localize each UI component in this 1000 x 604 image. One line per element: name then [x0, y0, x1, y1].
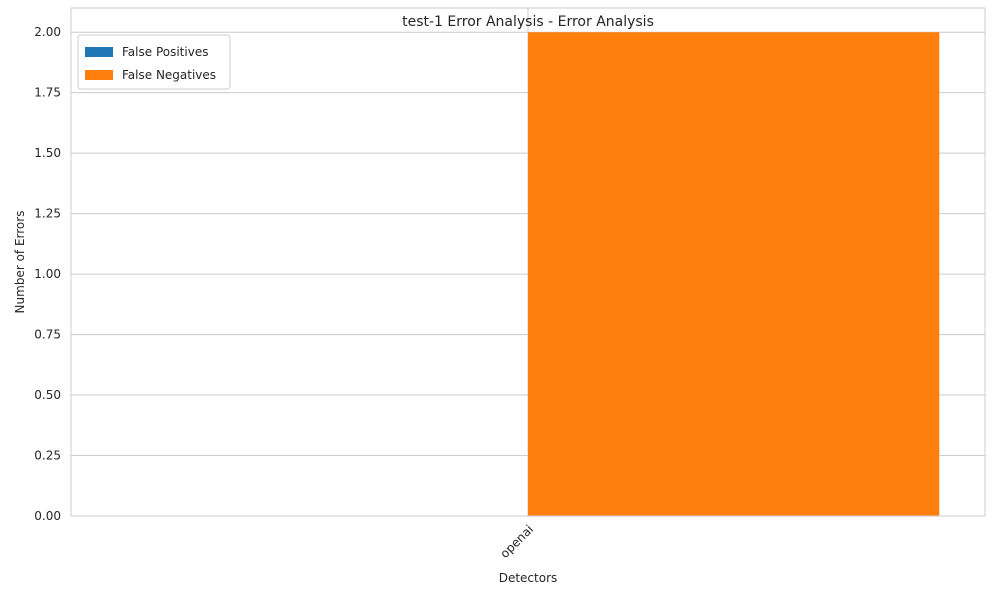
x-axis-label: Detectors [499, 571, 558, 585]
y-axis-label: Number of Errors [13, 211, 27, 314]
legend: False Positives False Negatives [77, 34, 231, 90]
y-tick-label: 1.00 [34, 267, 61, 281]
y-tick-label: 1.75 [34, 86, 61, 100]
chart-title: test-1 Error Analysis - Error Analysis [402, 14, 654, 30]
legend-swatch-false-negatives [85, 70, 113, 80]
y-tick-label: 0.75 [34, 328, 61, 342]
y-tick-label: 1.50 [34, 146, 61, 160]
y-tick-label: 0.00 [34, 509, 61, 523]
bar-false-negatives-openai [528, 32, 940, 516]
legend-swatch-false-positives [85, 47, 113, 57]
bars [528, 32, 940, 516]
legend-frame [77, 34, 231, 90]
y-tick-label: 2.00 [34, 25, 61, 39]
y-tick-label: 0.50 [34, 388, 61, 402]
plot-frame [70, 7, 986, 517]
y-tick-label: 1.25 [34, 207, 61, 221]
y-tick-label: 0.25 [34, 449, 61, 463]
legend-label-false-positives: False Positives [122, 45, 208, 59]
legend-label-false-negatives: False Negatives [122, 68, 216, 82]
y-tick-labels: 0.00 0.25 0.50 0.75 1.00 1.25 1.50 1.75 2.00 [34, 25, 61, 523]
